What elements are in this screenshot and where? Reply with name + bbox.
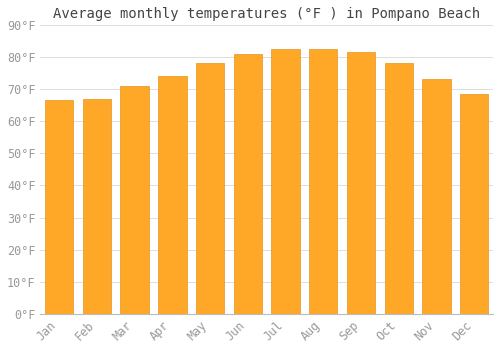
Bar	[83, 99, 111, 314]
Bar	[309, 49, 338, 314]
Bar	[234, 54, 262, 314]
Bar	[120, 86, 149, 314]
Bar	[422, 79, 450, 314]
Bar	[384, 63, 413, 314]
Bar	[347, 52, 375, 314]
Bar	[460, 94, 488, 314]
Title: Average monthly temperatures (°F ) in Pompano Beach: Average monthly temperatures (°F ) in Po…	[53, 7, 480, 21]
Bar	[272, 49, 299, 314]
Bar	[196, 63, 224, 314]
Bar	[45, 100, 74, 314]
Bar	[158, 76, 186, 314]
